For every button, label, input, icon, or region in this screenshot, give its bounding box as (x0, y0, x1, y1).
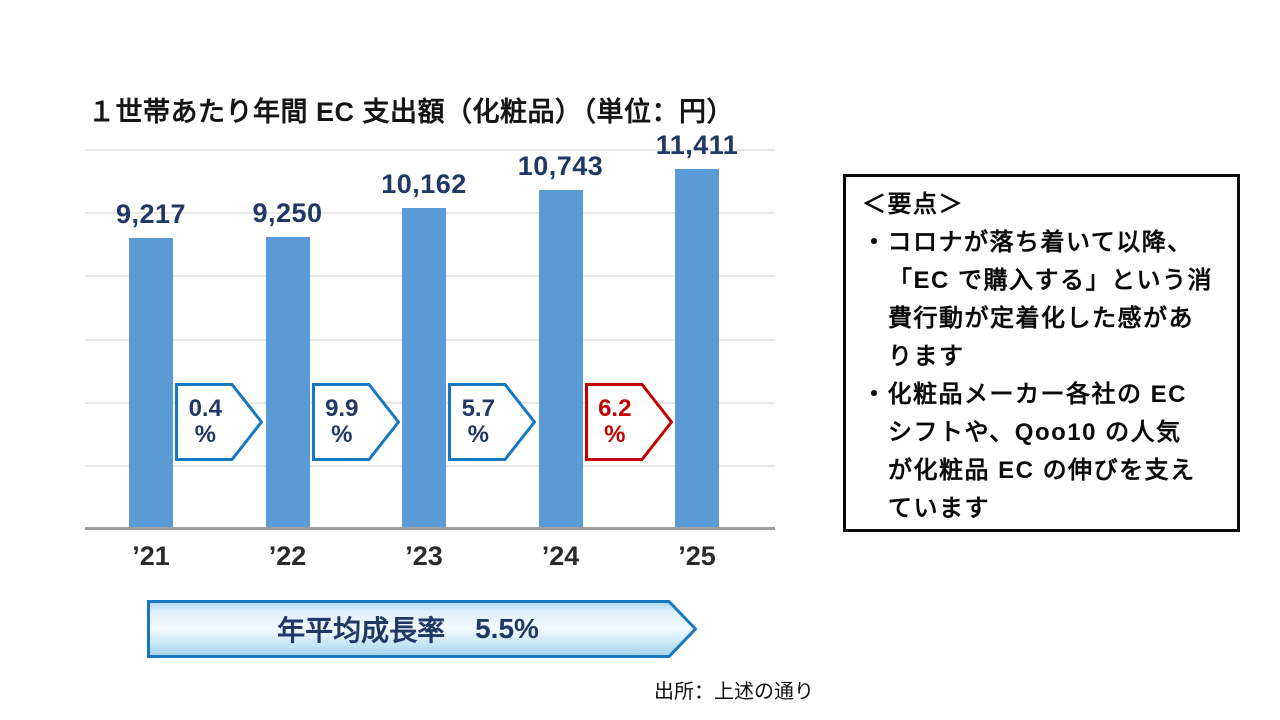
gridline (85, 149, 775, 151)
growth-arrow-shape (448, 383, 537, 461)
x-axis-tick-label: ’25 (678, 541, 716, 571)
bar-chart-plot: 9,217 9,250 10,162 10,743 11,411 0.4% 9.9% 5.7%… (85, 130, 775, 530)
bar-value-label: 10,162 (381, 169, 467, 200)
key-points-heading: ＜要点＞ (862, 191, 964, 218)
x-axis-labels: ’21 ’22 ’23 ’24 ’25 (85, 541, 775, 575)
x-axis-tick-label: ’23 (405, 541, 443, 571)
source-note: 出所：上述の通り (654, 681, 814, 703)
bar-24 (538, 189, 583, 529)
key-points-box: ＜要点＞ ・コロナが落ち着いて以降、 「EC で購入する」という消 費行動が定着… (843, 174, 1240, 532)
cagr-banner-arrow-shape (147, 600, 698, 658)
key-point-bullet: ・コロナが落ち着いて以降、 「EC で購入する」という消 費行動が定着化した感が… (862, 229, 1214, 370)
growth-arrow-shape (175, 383, 264, 461)
bar-value-label: 9,217 (115, 198, 187, 229)
x-axis-tick-label: ’21 (132, 541, 170, 571)
bar-value-label: 11,411 (655, 129, 739, 160)
bar-21 (129, 237, 173, 529)
chart-title: １世帯あたり年間 EC 支出額（化粧品）（単位：円） (88, 97, 735, 127)
x-axis-tick-label: ’24 (541, 541, 580, 571)
cagr-banner: 年平均成長率 5.5% (147, 600, 698, 658)
cagr-value: 5.5% (475, 613, 539, 644)
cagr-label: 年平均成長率 (277, 615, 446, 646)
cagr-banner-text: 年平均成長率 5.5% (147, 600, 669, 658)
growth-arrow: 0.4% (175, 383, 264, 461)
x-axis-line (85, 527, 775, 530)
x-axis-tick-label: ’22 (268, 541, 307, 571)
growth-arrow-label: 9.9% (325, 395, 359, 448)
growth-arrow-shape (584, 383, 673, 461)
key-point-bullet: ・化粧品メーカー各社の EC シフトや、Qoo10 の人気 が化粧品 EC の伸… (862, 381, 1196, 522)
bar-22 (265, 236, 310, 529)
growth-arrow-shape (311, 383, 400, 461)
growth-arrow-label: 5.7% (461, 395, 495, 448)
bar-value-label: 9,250 (252, 197, 323, 228)
bar-value-label: 10,743 (517, 150, 604, 181)
growth-arrow: 9.9% (311, 383, 400, 461)
bar-23 (402, 208, 446, 529)
growth-arrow: 6.2% (584, 383, 673, 461)
growth-arrow-label: 0.4% (188, 395, 222, 448)
growth-arrow-label: 6.2% (598, 395, 632, 448)
growth-arrow: 5.7% (448, 383, 537, 461)
bar-25 (675, 168, 719, 529)
